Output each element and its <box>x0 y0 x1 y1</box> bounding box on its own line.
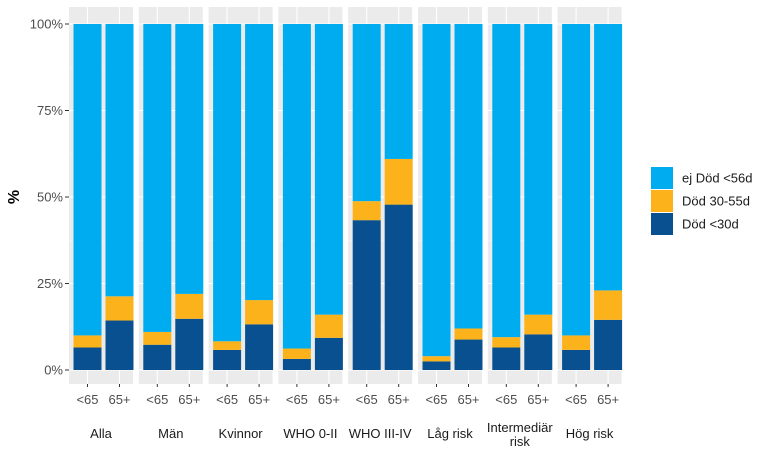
legend-label: ej Död <56d <box>682 171 752 186</box>
bar-segment <box>73 347 102 370</box>
bar-segment <box>282 358 311 370</box>
bar-segment <box>454 24 483 329</box>
x-tick-label: <65 <box>146 392 168 407</box>
bar-segment <box>73 24 102 336</box>
bar-segment <box>594 290 623 320</box>
x-tick-label: 65+ <box>597 392 619 407</box>
x-tick-label: <65 <box>286 392 308 407</box>
facet-label: Alla <box>90 426 112 441</box>
facet-label: Hög risk <box>566 426 614 441</box>
bar-segment <box>245 24 274 301</box>
bar-segment <box>594 24 623 291</box>
bar-segment <box>524 314 553 335</box>
legend-swatch <box>651 167 673 189</box>
y-tick-label: 50% <box>37 190 63 205</box>
facet-panel: <65 65+ WHO 0-II <box>278 7 343 441</box>
facet-panel: <65 65+ Intermediär risk <box>487 7 553 449</box>
bar-segment <box>143 344 172 370</box>
x-tick-label: <65 <box>495 392 517 407</box>
x-tick-label: 65+ <box>178 392 200 407</box>
bar-segment <box>492 337 521 348</box>
x-tick-label: 65+ <box>457 392 479 407</box>
facet-label: Män <box>158 426 183 441</box>
facet-panel: <65 65+ Män <box>138 7 204 441</box>
legend-swatch <box>651 190 673 212</box>
facet-label: Kvinnor <box>219 426 264 441</box>
bar-segment <box>492 347 521 370</box>
facet-label: WHO III-IV <box>349 426 412 441</box>
facet-panel: <65 65+ Alla <box>69 7 134 441</box>
y-axis: 0% 25% 50% 75% 100% <box>30 17 69 378</box>
x-tick-label: <65 <box>76 392 98 407</box>
x-tick-label: 65+ <box>108 392 130 407</box>
facet-label: Låg risk <box>427 426 473 441</box>
legend-label: Död <30d <box>682 217 739 232</box>
bar-segment <box>213 349 242 370</box>
bar-segment <box>314 24 343 315</box>
facet-panel: <65 65+ Kvinnor <box>208 7 274 441</box>
facet-label: WHO 0-II <box>283 426 337 441</box>
y-tick-label: 100% <box>30 17 64 32</box>
bar-segment <box>492 24 521 338</box>
bar-segment <box>562 24 591 336</box>
bar-segment <box>282 24 311 349</box>
bar-segment <box>562 335 591 350</box>
x-tick-label: 65+ <box>527 392 549 407</box>
bar-segment <box>352 220 381 370</box>
y-axis-title: % <box>6 190 23 204</box>
bar-segment <box>105 320 134 370</box>
bar-segment <box>384 24 413 159</box>
bar-segment <box>594 319 623 370</box>
bar-segment <box>175 318 204 370</box>
bar-segment <box>454 339 483 370</box>
bar-segment <box>422 361 451 370</box>
bar-segment <box>422 356 451 362</box>
bar-segment <box>213 341 242 350</box>
bar-segment <box>105 24 134 297</box>
bar-segment <box>562 349 591 370</box>
bar-segment <box>352 24 381 202</box>
bar-segment <box>524 24 553 315</box>
bar-segment <box>352 201 381 221</box>
bar-segment <box>245 300 274 325</box>
bar-segment <box>245 324 274 370</box>
facet-panel: <65 65+ WHO III-IV <box>348 7 413 441</box>
legend: ej Död <56d Död 30-55d Död <30d <box>651 167 752 235</box>
y-tick-label: 0% <box>44 363 63 378</box>
y-tick-label: 25% <box>37 276 63 291</box>
x-tick-label: 65+ <box>318 392 340 407</box>
y-tick-label: 75% <box>37 103 63 118</box>
x-tick-label: <65 <box>565 392 587 407</box>
facet-panel: <65 65+ Hög risk <box>557 7 623 441</box>
bar-segment <box>143 24 172 332</box>
bar-segment <box>384 204 413 370</box>
bar-segment <box>454 328 483 340</box>
bar-segment <box>175 24 204 294</box>
x-tick-label: 65+ <box>248 392 270 407</box>
x-tick-label: <65 <box>356 392 378 407</box>
bar-segment <box>105 296 134 321</box>
facet-panel: <65 65+ Låg risk <box>418 7 483 441</box>
bar-segment <box>73 335 102 348</box>
bar-segment <box>314 337 343 370</box>
bar-segment <box>213 24 242 342</box>
bar-segment <box>384 158 413 205</box>
legend-label: Död 30-55d <box>682 194 750 209</box>
bar-segment <box>143 331 172 345</box>
bar-segment <box>422 24 451 357</box>
bar-segment <box>524 334 553 370</box>
x-tick-label: <65 <box>216 392 238 407</box>
legend-swatch <box>651 213 673 235</box>
x-tick-label: 65+ <box>388 392 410 407</box>
facet-panels: <65 65+ Alla <65 65+ Män <65 65+ Kvinnor <65 65+ WH… <box>69 7 623 449</box>
bar-segment <box>314 314 343 338</box>
x-tick-label: <65 <box>425 392 447 407</box>
facet-label: Intermediär risk <box>487 420 553 449</box>
bar-segment <box>282 348 311 359</box>
bar-segment <box>175 293 204 319</box>
